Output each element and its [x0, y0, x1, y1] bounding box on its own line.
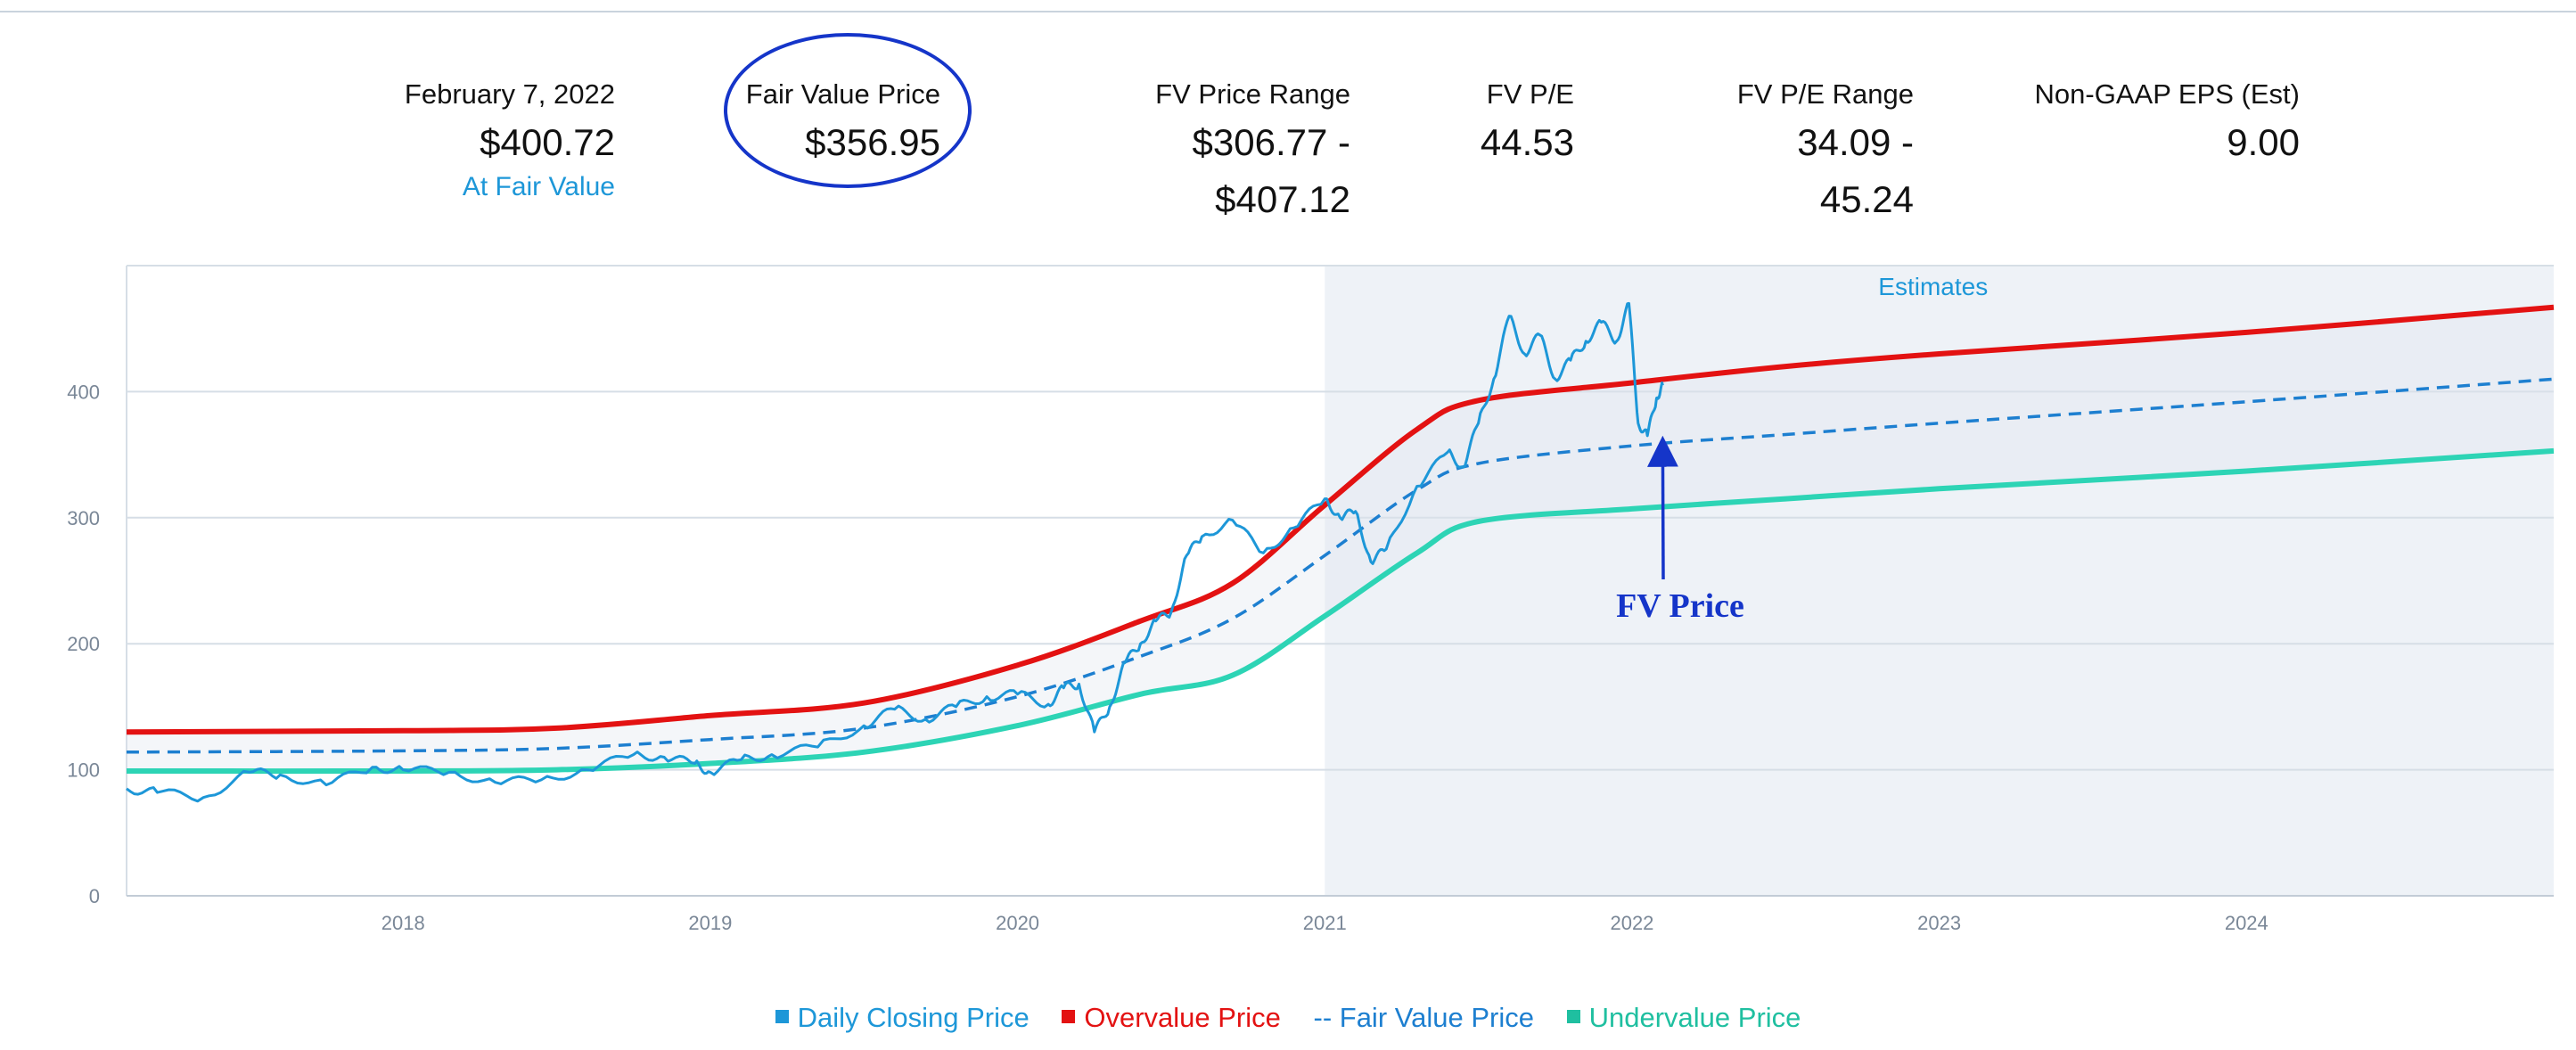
- valuation-status: At Fair Value: [462, 172, 615, 201]
- fv-price-range-stat: FV Price Range $306.77 - $407.12: [1070, 77, 1350, 226]
- legend-swatch-overvalue: [1062, 1010, 1076, 1024]
- fv-price-arrow: [1646, 435, 1678, 580]
- x-tick-label: 2023: [1917, 912, 1961, 934]
- fv-pe-stat: FV P/E 44.53: [1426, 77, 1574, 169]
- x-tick-label: 2022: [1610, 912, 1653, 934]
- fair-value-highlight-ellipse: [724, 33, 972, 188]
- legend-item-daily[interactable]: Daily Closing Price: [775, 1002, 1030, 1034]
- legend-swatch-undervalue: [1566, 1010, 1580, 1024]
- fv-price-range-label: FV Price Range: [1155, 78, 1350, 110]
- y-tick-label: 300: [67, 507, 100, 529]
- x-tick-label: 2021: [1303, 912, 1347, 934]
- daily-closing-price-line: [126, 301, 1664, 803]
- estimates-label: Estimates: [1878, 273, 1988, 300]
- eps-stat: Non-GAAP EPS (Est) 9.00: [2006, 77, 2300, 169]
- legend-label-overvalue: Overvalue Price: [1084, 1002, 1281, 1033]
- x-tick-label: 2018: [381, 912, 425, 934]
- eps-value: 9.00: [2227, 121, 2300, 163]
- legend-item-overvalue[interactable]: Overvalue Price: [1062, 1002, 1281, 1034]
- date-label: February 7, 2022: [404, 78, 615, 110]
- current-price-stat: February 7, 2022 $400.72 At Fair Value: [339, 77, 615, 205]
- fv-pe-range-stat: FV P/E Range 34.09 - 45.24: [1694, 77, 1914, 226]
- x-tick-label: 2019: [688, 912, 732, 934]
- x-tick-label: 2024: [2225, 912, 2268, 934]
- fv-pe-label: FV P/E: [1486, 78, 1574, 110]
- legend-item-fair-value[interactable]: -- Fair Value Price: [1314, 1002, 1535, 1034]
- y-tick-label: 100: [67, 759, 100, 782]
- legend-item-undervalue[interactable]: Undervalue Price: [1566, 1002, 1801, 1034]
- fv-pe-value: 44.53: [1480, 121, 1574, 163]
- legend-swatch-daily: [775, 1010, 789, 1024]
- top-divider: [0, 11, 2576, 12]
- legend-label-undervalue: Undervalue Price: [1588, 1002, 1801, 1033]
- y-tick-label: 0: [89, 885, 100, 907]
- y-tick-label: 400: [67, 381, 100, 403]
- fv-price-range-high: $407.12: [1215, 178, 1350, 220]
- y-tick-label: 200: [67, 633, 100, 655]
- fv-price-range-low: $306.77 -: [1192, 121, 1350, 163]
- estimates-region: [1325, 266, 2554, 896]
- fv-price-annotation: FV Price: [1616, 587, 1744, 625]
- x-tick-label: 2020: [996, 912, 1039, 934]
- legend-label-fair-value: -- Fair Value Price: [1313, 1002, 1535, 1033]
- fv-pe-range-high: 45.24: [1819, 178, 1914, 220]
- fv-pe-range-low: 34.09 -: [1797, 121, 1914, 163]
- chart-legend: Daily Closing Price Overvalue Price -- F…: [0, 1002, 2576, 1034]
- fair-value-line: [126, 377, 2555, 754]
- legend-label-daily: Daily Closing Price: [797, 1002, 1030, 1033]
- eps-label: Non-GAAP EPS (Est): [2034, 78, 2300, 110]
- overvalue-line: [126, 304, 2555, 735]
- undervalue-line: [126, 447, 2555, 775]
- fv-pe-range-label: FV P/E Range: [1736, 78, 1914, 110]
- current-price: $400.72: [480, 121, 615, 163]
